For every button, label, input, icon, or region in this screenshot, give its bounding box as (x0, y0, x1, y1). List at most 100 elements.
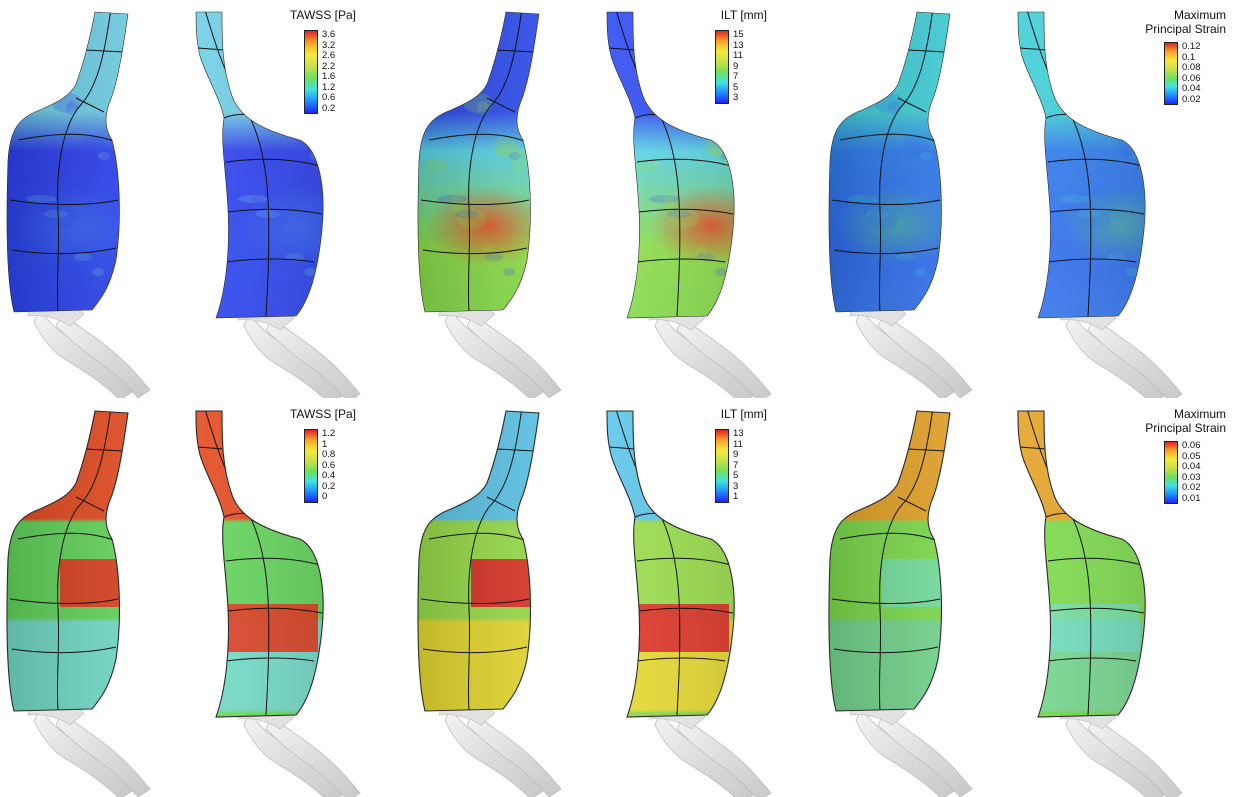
colorbar-tick-label: 1 (322, 438, 328, 450)
colorbar-tick-label: 5 (733, 470, 739, 481)
colorbar-tick-label: 1 (733, 491, 739, 502)
panel-top-ilt: ILT [mm] 15 13 11 9 7 5 3 (411, 0, 822, 398)
colorbar-tick-label: 3 (733, 480, 739, 492)
iliac-branch (237, 703, 361, 797)
colorbar-tick-label: 13 (733, 428, 744, 439)
colorbar-tick-label: 7 (733, 71, 739, 82)
aneurysm-outline-right (606, 410, 735, 718)
colorbar-title: TAWSS [Pa] (290, 8, 356, 22)
panel-bottom-ilt: ILT [mm] 13 11 9 7 5 3 1 (411, 399, 822, 797)
iliac-branch (237, 304, 361, 398)
aneurysm-render (417, 410, 772, 797)
aneurysm-outline-left (6, 11, 129, 313)
colorbar-tick-label: 0.03 (1182, 471, 1201, 483)
aneurysm-render (828, 410, 1183, 797)
colorbar-legend: Maximum Principal Strain 0.06 0.05 0.04 0.03 0… (1116, 407, 1226, 537)
colorbar-legend: TAWSS [Pa] 1.2 1 0.8 0.6 0.4 0.2 0 (246, 407, 356, 537)
aneurysm-outline-right (1017, 11, 1146, 319)
colorbar-title-line: TAWSS [Pa] (289, 407, 356, 421)
iliac-branch (438, 300, 562, 398)
colorbar-legend: Maximum Principal Strain 0.12 0.1 0.08 0.06 0.… (1116, 8, 1226, 138)
colorbar-title-line: Principal Strain (1145, 421, 1226, 435)
iliac-branch (1059, 304, 1183, 398)
colorbar-tick-label: 13 (733, 39, 744, 51)
colorbar-title: Maximum Principal Strain (1145, 407, 1226, 435)
colorbar-title-line: Maximum (1173, 8, 1226, 22)
colorbar-tick-label: 0.06 (1182, 72, 1201, 84)
aneurysm-outline-right (195, 11, 324, 319)
iliac-branch (648, 703, 772, 797)
colorbar-title: TAWSS [Pa] (290, 407, 356, 421)
colorbar-tick-label: 1.2 (322, 81, 336, 93)
colorbar-tick-label: 0.08 (1182, 62, 1201, 73)
iliac-branch (648, 304, 772, 398)
iliac-branch (438, 699, 562, 797)
colorbar-tick-label: 2.6 (322, 50, 336, 61)
colorbar-gradient (304, 30, 318, 114)
colorbar-tick-label: 3.6 (322, 29, 336, 40)
colorbar-tick-label: 15 (733, 29, 744, 40)
aneurysm-outline-left (6, 410, 129, 712)
colorbar-tick-label: 11 (733, 438, 743, 450)
colorbar-title: Maximum Principal Strain (1145, 8, 1226, 36)
colorbar-title-line: TAWSS [Pa] (289, 8, 356, 22)
colorbar-legend: TAWSS [Pa] 3.6 3.2 2.6 2.2 1.6 1.2 0.6 0.2 (246, 8, 356, 138)
aneurysm-render (6, 410, 361, 797)
colorbar-legend: ILT [mm] 15 13 11 9 7 5 3 (657, 8, 767, 138)
colorbar-tick-label: 0.2 (322, 102, 336, 114)
colorbar-title-line: ILT [mm] (720, 407, 767, 421)
colorbar-legend: ILT [mm] 13 11 9 7 5 3 1 (657, 407, 767, 537)
colorbar-tick-label: 0.01 (1182, 492, 1201, 504)
panel-top-tawss: TAWSS [Pa] 3.6 3.2 2.6 2.2 1.6 1.2 0.6 0.2 (0, 0, 411, 398)
aneurysm-render (828, 11, 1183, 398)
colorbar-title-line: Principal Strain (1145, 22, 1226, 36)
aneurysm-outline-right (195, 410, 324, 718)
colorbar-tick-label: 1.2 (322, 428, 336, 439)
colorbar-tick-label: 0.02 (1182, 482, 1201, 493)
colorbar-tick-label: 5 (733, 81, 739, 93)
colorbar-tick-label: 0.12 (1182, 41, 1201, 52)
colorbar-tick-label: 0.02 (1182, 93, 1201, 105)
colorbar-tick-label: 1.6 (322, 71, 336, 82)
colorbar-tick-label: 0.4 (322, 470, 336, 481)
colorbar-tick-label: 0.8 (322, 449, 336, 460)
colorbar-gradient (715, 429, 729, 503)
colorbar-tick-label: 0.6 (322, 92, 336, 103)
colorbar-tick-label: 0.04 (1182, 461, 1201, 472)
colorbar-title-line: Maximum (1173, 407, 1226, 421)
iliac-branch (27, 300, 151, 398)
colorbar-tick-label: 11 (733, 50, 743, 61)
colorbar-tick-label: 2.2 (322, 60, 336, 72)
panel-top-strain: Maximum Principal Strain 0.12 0.1 0.08 0.06 0.… (822, 0, 1234, 398)
colorbar-tick-label: 3.2 (322, 39, 336, 51)
colorbar-tick-label: 0.2 (322, 480, 336, 492)
colorbar-title-line: ILT [mm] (720, 8, 767, 22)
iliac-branch (1059, 703, 1183, 797)
aneurysm-render (417, 11, 772, 398)
aneurysm-outline-left (828, 11, 951, 313)
iliac-branch (849, 300, 973, 398)
colorbar-tick-label: 9 (733, 449, 739, 460)
aneurysm-outline-left (828, 410, 951, 712)
colorbar-title: ILT [mm] (721, 407, 767, 421)
colorbar-title: ILT [mm] (721, 8, 767, 22)
iliac-branch (849, 699, 973, 797)
iliac-branch (27, 699, 151, 797)
aneurysm-outline-left (417, 410, 540, 712)
colorbar-tick-label: 3 (733, 92, 739, 103)
colorbar-tick-label: 0.6 (322, 459, 336, 471)
colorbar-tick-label: 0 (322, 491, 328, 502)
panel-bottom-tawss: TAWSS [Pa] 1.2 1 0.8 0.6 0.4 0.2 0 (0, 399, 411, 797)
aneurysm-outline-right (1017, 410, 1146, 718)
panel-bottom-strain: Maximum Principal Strain 0.06 0.05 0.04 0.03 0… (822, 399, 1234, 797)
aneurysm-render (6, 11, 361, 398)
colorbar-tick-label: 0.05 (1182, 450, 1201, 462)
aneurysm-outline-right (606, 11, 735, 319)
colorbar-tick-label: 0.06 (1182, 440, 1201, 451)
colorbar-gradient (304, 429, 318, 503)
colorbar-tick-label: 0.04 (1182, 83, 1201, 94)
colorbar-tick-label: 9 (733, 60, 739, 72)
colorbar-gradient (715, 30, 729, 104)
colorbar-gradient (1164, 42, 1178, 105)
colorbar-tick-label: 7 (733, 459, 739, 471)
